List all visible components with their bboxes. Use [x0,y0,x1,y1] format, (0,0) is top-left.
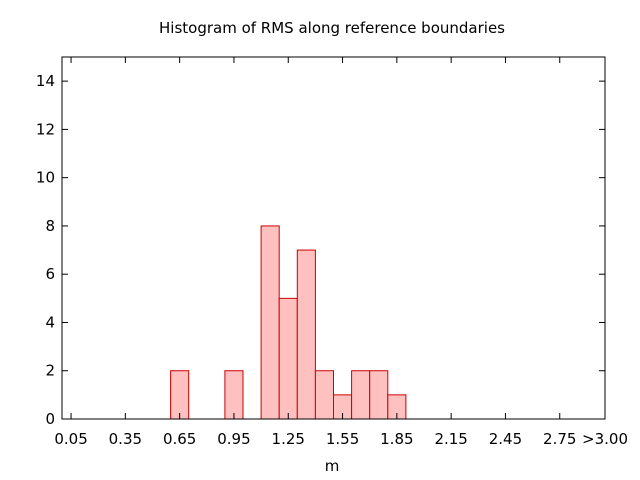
y-tick-label: 0 [45,410,55,428]
x-tick-label: 0.65 [163,430,196,448]
y-tick-label: 10 [36,169,55,187]
chart-title: Histogram of RMS along reference boundar… [159,19,505,37]
x-axis-label: m [325,457,340,475]
x-tick-labels: 0.05 0.35 0.65 0.95 1.25 1.55 1.85 2.15 2.45 2.75… [54,430,628,448]
x-tick-label: 1.25 [272,430,305,448]
ticks-group [62,57,606,420]
histogram-bar [224,370,244,420]
histogram-bar [260,225,280,420]
x-tick-label: 1.85 [380,430,413,448]
histogram-bar [351,370,371,420]
y-tick-label: 6 [45,265,55,283]
x-tick-label: 0.05 [54,430,87,448]
x-tick-label: 0.35 [109,430,142,448]
x-tick-label: 2.45 [489,430,522,448]
y-tick-labels: 0 2 4 6 8 10 12 14 [36,72,55,428]
y-tick-label: 14 [36,72,55,90]
x-tick-label: >3.00 [582,430,628,448]
x-tick-label: 1.55 [326,430,359,448]
y-tick-label: 2 [45,362,55,380]
y-tick-label: 12 [36,120,55,138]
bars-group [170,225,407,420]
y-tick-label: 4 [45,313,55,331]
histogram-bar [314,370,334,420]
plot-frame [61,56,606,420]
histogram-bar [170,370,190,420]
y-tick-label: 8 [45,217,55,235]
x-tick-label: 2.15 [434,430,467,448]
x-tick-label: 2.75 [543,430,576,448]
histogram-bar [278,297,298,420]
histogram-bar [369,370,389,420]
histogram-bar [296,249,316,420]
x-tick-label: 0.95 [217,430,250,448]
